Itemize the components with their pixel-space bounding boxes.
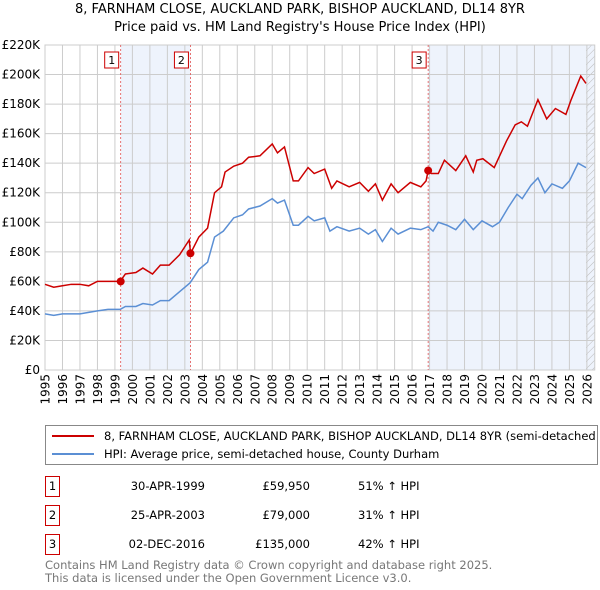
y-tick-label: £100K [2,215,42,229]
x-tick-label: 2008 [266,374,280,405]
sale-label: 1 [108,54,115,67]
legend-label: HPI: Average price, semi-detached house,… [104,447,440,461]
y-tick-label: £120K [2,186,42,200]
y-tick-label: £40K [9,304,41,318]
sale-hpi: 31% ↑ HPI [358,508,420,522]
x-tick-label: 2002 [161,374,175,405]
x-tick-label: 2022 [510,374,524,405]
y-tick-label: £80K [9,245,41,259]
y-tick-label: £20K [9,333,41,347]
y-tick-label: £220K [2,38,42,52]
x-tick-label: 2015 [388,374,402,405]
sale-date: 02-DEC-2016 [128,537,205,551]
sale-hpi: 51% ↑ HPI [358,479,420,493]
x-tick-label: 1995 [39,374,53,405]
legend-label: 8, FARNHAM CLOSE, AUCKLAND PARK, BISHOP … [104,429,600,443]
y-tick-label: £200K [2,68,42,82]
sale-hpi: 42% ↑ HPI [358,537,420,551]
sale-price: £135,000 [255,537,310,551]
x-tick-label: 1996 [56,374,70,405]
series-line [44,74,587,289]
x-tick-label: 2004 [196,374,210,405]
shaded-range [428,45,595,370]
x-tick-label: 2016 [406,374,420,405]
sale-date: 30-APR-1999 [130,479,205,493]
x-tick-label: 2005 [213,374,227,405]
chart-title: 8, FARNHAM CLOSE, AUCKLAND PARK, BISHOP … [75,2,525,17]
x-tick-label: 2009 [283,374,297,405]
x-tick-label: 2012 [336,374,350,405]
plot-border [44,44,596,371]
footer: Contains HM Land Registry data © Crown c… [45,559,492,584]
x-tick-label: 2026 [580,374,594,405]
sale-price: £79,000 [262,508,310,522]
sale-point [424,166,433,175]
x-tick-label: 2006 [231,374,245,405]
x-tick-label: 2010 [301,374,315,405]
sale-row: 1 30-APR-1999 £59,950 51% ↑ HPI [45,476,445,497]
x-tick-label: 2013 [353,374,367,405]
sale-label: 2 [178,54,185,67]
sale-point [186,249,195,258]
x-tick-label: 2000 [126,374,140,405]
plot-area: 1995 1996 1997 1998 1999 2000 2001 2002 2003 2004… [2,38,596,405]
hatched-region [586,45,595,370]
legend-item-hpi: HPI: Average price, semi-detached house,… [52,447,439,461]
sale-label: 3 [416,54,423,67]
x-tick-label: 2025 [563,374,577,405]
sale-label-box [104,51,120,69]
y-tick-label: £0 [25,363,40,377]
y-tick-label: £160K [2,127,42,141]
sale-date: 25-APR-2003 [130,508,205,522]
series-line [44,162,587,317]
sale-row: 2 25-APR-2003 £79,000 31% ↑ HPI [45,505,445,526]
sale-label-box [411,51,427,69]
sale-label-box [173,51,189,69]
x-tick-label: 1999 [108,374,122,405]
x-tick-label: 2001 [143,374,157,405]
y-tick-label: £140K [2,156,42,170]
sale-number: 1 [45,476,60,497]
chart-subtitle: Price paid vs. HM Land Registry's House … [114,20,486,35]
sale-number: 3 [45,534,60,555]
legend: 8, FARNHAM CLOSE, AUCKLAND PARK, BISHOP … [45,425,600,465]
x-tick-label: 2014 [371,374,385,405]
sale-price: £59,950 [262,479,310,493]
y-tick-label: £180K [2,97,42,111]
x-tick-label: 2017 [423,374,437,405]
x-tick-label: 2021 [493,374,507,405]
x-tick-label: 1997 [73,374,87,405]
x-tick-label: 1998 [91,374,105,405]
x-tick-label: 2020 [476,374,490,405]
footer-line: Contains HM Land Registry data © Crown c… [45,558,493,572]
sale-row: 3 02-DEC-2016 £135,000 42% ↑ HPI [45,534,445,555]
x-tick-label: 2023 [528,374,542,405]
sale-number: 2 [45,505,60,526]
legend-item-property: 8, FARNHAM CLOSE, AUCKLAND PARK, BISHOP … [52,429,600,443]
legend-swatch-blue [52,453,94,455]
x-tick-label: 2018 [441,374,455,405]
x-tick-label: 2024 [545,374,559,405]
footer-line: This data is licensed under the Open Gov… [45,570,412,585]
shaded-range [120,45,191,370]
legend-swatch-red [52,435,94,437]
y-tick-label: £60K [9,274,41,288]
x-tick-label: 2007 [248,374,262,405]
x-tick-label: 2003 [178,374,192,405]
x-tick-label: 2011 [318,374,332,405]
sale-point [116,277,125,286]
x-tick-label: 2019 [458,374,472,405]
